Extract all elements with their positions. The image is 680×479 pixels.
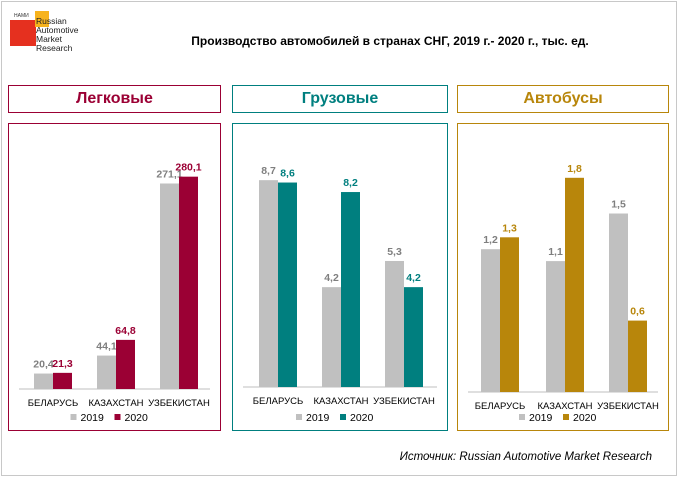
- bar-2019-2: [160, 183, 179, 389]
- category-label-0: БЕЛАРУСЬ: [475, 401, 525, 412]
- data-label-2019-1: 44,1: [96, 341, 117, 353]
- panel-buses: 1,2 1,3 БЕЛАРУСЬ 1,1 1,8 КАЗАХСТАН 1,5 0,6 УЗБЕК…: [457, 123, 669, 431]
- bar-2019-0: [34, 373, 53, 389]
- bar-2019-1: [322, 287, 341, 387]
- data-label-2020-1: 8,2: [343, 177, 358, 189]
- chart-trucks: 8,7 8,6 БЕЛАРУСЬ 4,2 8,2 КАЗАХСТАН 5,3 4,2 УЗБЕК…: [243, 165, 437, 424]
- data-label-2020-0: 8,6: [280, 168, 295, 180]
- logo-red-square: [10, 20, 36, 46]
- data-label-2020-0: 1,3: [502, 222, 517, 234]
- page-title: Производство автомобилей в странах СНГ, …: [191, 34, 589, 48]
- data-label-2019-0: 8,7: [261, 165, 276, 177]
- data-label-2020-1: 64,8: [115, 325, 136, 337]
- category-label-1: КАЗАХСТАН: [88, 398, 143, 409]
- bar-2020-0: [53, 372, 72, 389]
- legend-label-2019: 2019: [306, 412, 330, 424]
- legend-swatch-2019: [296, 414, 302, 420]
- legend-swatch-2020: [563, 414, 569, 420]
- bar-2019-0: [259, 180, 278, 387]
- data-label-2020-2: 4,2: [406, 272, 421, 284]
- bar-2020-2: [628, 320, 647, 392]
- category-label-0: БЕЛАРУСЬ: [253, 396, 303, 407]
- data-label-2020-1: 1,8: [567, 163, 582, 175]
- data-label-2019-2: 271,1: [156, 168, 182, 180]
- panel-passenger: 20,4 21,3 БЕЛАРУСЬ 44,1 64,8 КАЗАХСТАН 271,1 28…: [8, 123, 221, 431]
- category-label-1: КАЗАХСТАН: [537, 401, 592, 412]
- legend-label-2019: 2019: [81, 412, 105, 424]
- data-label-2020-2: 0,6: [630, 306, 645, 318]
- legend-swatch-2019: [70, 414, 77, 420]
- bar-2020-0: [278, 182, 297, 387]
- data-label-2019-2: 1,5: [611, 199, 626, 211]
- bar-2020-2: [404, 287, 423, 387]
- category-label-2: УЗБЕКИСТАН: [373, 396, 435, 407]
- data-label-2019-1: 4,2: [324, 272, 339, 284]
- bar-2019-2: [385, 260, 404, 387]
- panel-trucks: 8,7 8,6 БЕЛАРУСЬ 4,2 8,2 КАЗАХСТАН 5,3 4,2 УЗБЕК…: [232, 123, 448, 431]
- bar-2019-1: [97, 355, 116, 389]
- data-label-2019-0: 1,2: [483, 234, 498, 246]
- chart-buses: 1,2 1,3 БЕЛАРУСЬ 1,1 1,8 КАЗАХСТАН 1,5 0,6 УЗБЕК…: [468, 163, 659, 424]
- bar-2020-0: [500, 237, 519, 392]
- bar-2019-1: [546, 261, 565, 392]
- legend-label-2020: 2020: [573, 412, 597, 424]
- legend-label-2020: 2020: [350, 412, 374, 424]
- category-label-2: УЗБЕКИСТАН: [148, 398, 210, 409]
- logo-yellow-square: [35, 11, 49, 27]
- category-label-0: БЕЛАРУСЬ: [28, 398, 78, 409]
- data-label-2020-2: 280,1: [175, 162, 201, 174]
- category-label-2: УЗБЕКИСТАН: [597, 401, 659, 412]
- bar-2020-1: [116, 339, 135, 389]
- legend-swatch-2019: [519, 414, 525, 420]
- data-label-2019-0: 20,4: [33, 359, 54, 371]
- logo: НАМИ Russian Automotive Market Research: [8, 9, 98, 64]
- data-label-2019-1: 1,1: [548, 246, 563, 258]
- panel-header-trucks: Грузовые: [232, 85, 448, 113]
- source-note: Источник: Russian Automotive Market Rese…: [399, 451, 652, 463]
- bar-2019-2: [609, 213, 628, 392]
- legend-label-2019: 2019: [529, 412, 553, 424]
- bar-2020-2: [179, 176, 198, 389]
- legend-swatch-2020: [340, 414, 346, 420]
- panel-header-passenger: Легковые: [8, 85, 221, 113]
- logo-line-3: Market: [36, 34, 62, 44]
- logo-nami: НАМИ: [14, 13, 29, 19]
- bar-2019-0: [481, 249, 500, 392]
- panel-header-buses: Автобусы: [457, 85, 669, 113]
- category-label-1: КАЗАХСТАН: [313, 396, 368, 407]
- bar-2020-1: [341, 192, 360, 387]
- logo-line-2: Automotive: [36, 25, 79, 35]
- legend-swatch-2020: [114, 414, 121, 420]
- chart-passenger: 20,421,3 БЕЛАРУСЬ 44,1 64,8 КАЗАХСТАН 271,128…: [19, 162, 210, 424]
- logo-line-4: Research: [36, 43, 73, 53]
- logo-line-1: Russian: [36, 16, 67, 26]
- legend-label-2020: 2020: [125, 412, 149, 424]
- data-label-2020-0: 21,3: [52, 358, 73, 370]
- bar-2020-1: [565, 177, 584, 392]
- data-label-2019-2: 5,3: [387, 246, 402, 258]
